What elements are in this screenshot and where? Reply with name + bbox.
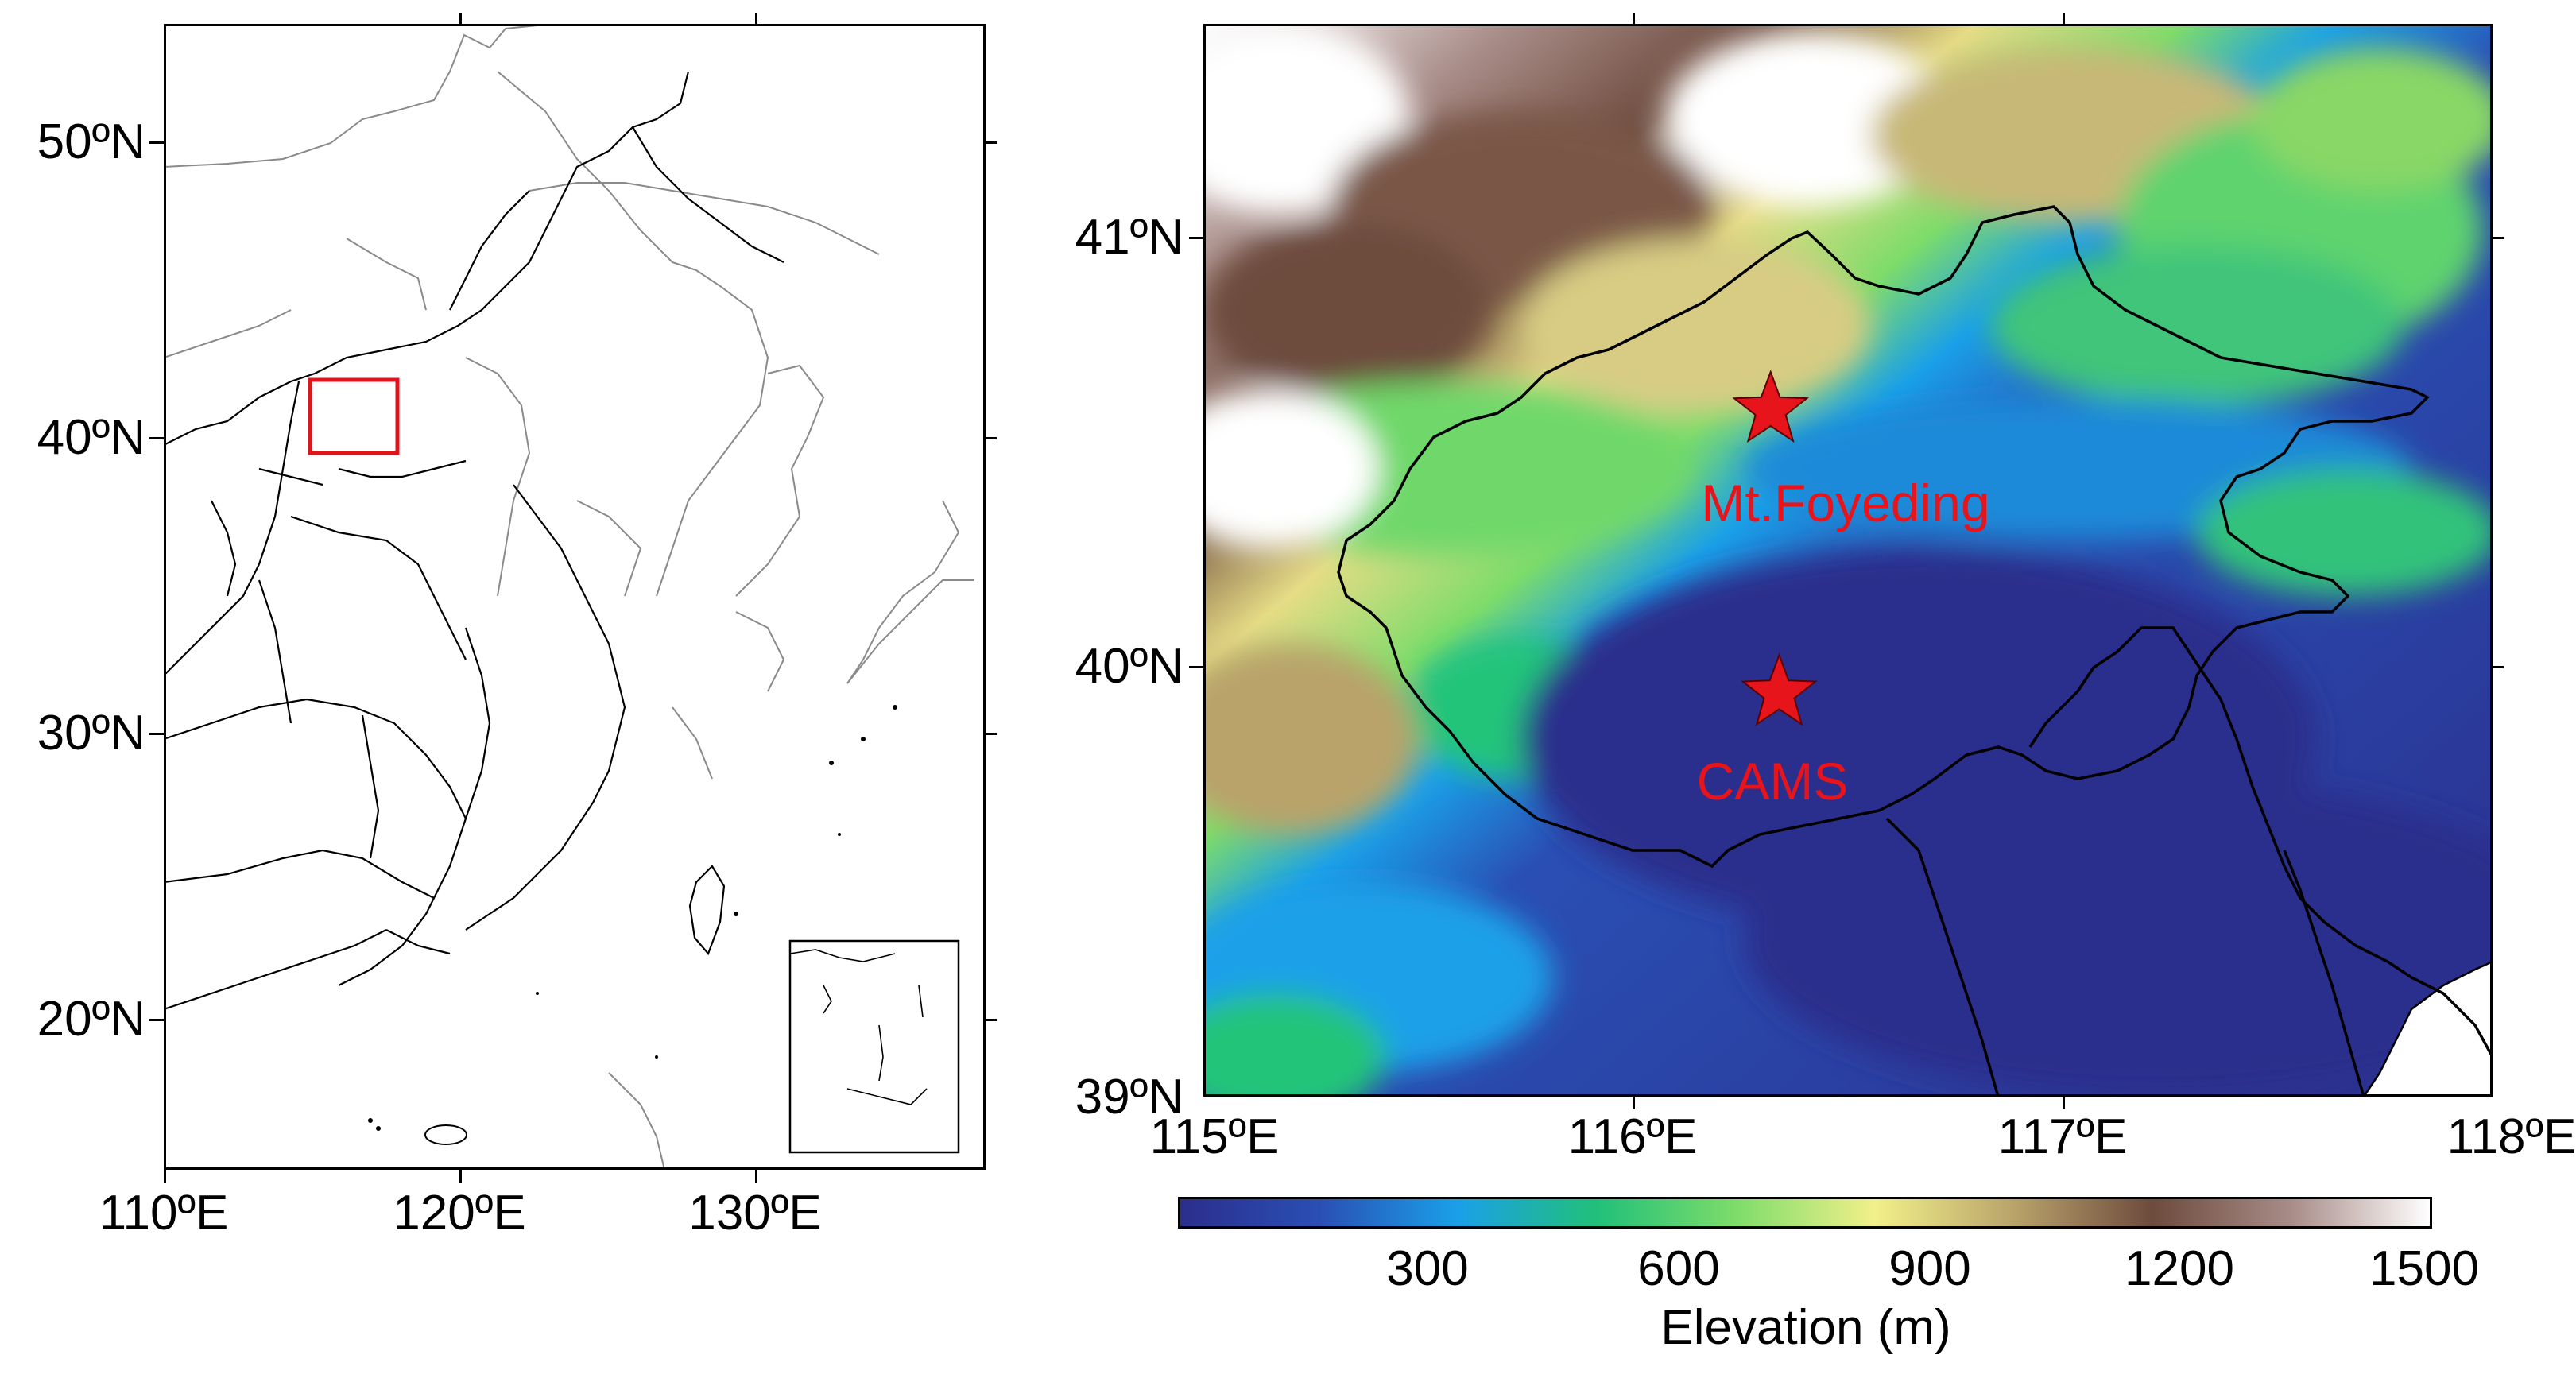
lon-tick [755,13,757,24]
colorbar-title: Elevation (m) [1660,1300,1951,1355]
beijing-boundary [1337,205,2430,869]
tianjin-boundary [2028,626,2493,1058]
lat-tick [986,437,997,439]
overview-map [164,24,986,1170]
lat-tick [2493,666,2504,668]
elevation-map-frame [1203,24,2493,1097]
south-china-sea-inset [788,939,960,1154]
colorbar-tick-1500: 1500 [2369,1241,2479,1296]
province-borders [164,71,784,1011]
site-label-mt-foyeding: Mt.Foyeding [1701,474,1990,532]
lon-tick [1633,1097,1635,1109]
coastline-lines [164,25,974,1170]
mt-foyeding-star-icon [1732,370,1810,443]
colorbar-tick-300: 300 [1386,1241,1469,1296]
taiwan-island [688,865,726,956]
lon-label-130e: 130ºE [688,1186,822,1241]
terrain-patches [1203,24,2493,1097]
inset-features [789,949,928,1105]
lon-label-115e: 115ºE [1149,1109,1280,1164]
lon-label-117e: 117ºE [1997,1109,2128,1164]
lon-tick [2063,1097,2065,1109]
lat-tick [1189,666,1203,668]
hebei-boundary-east [2283,850,2365,1097]
overview-map-frame [164,24,986,1170]
elevation-map [1203,24,2493,1097]
colorbar-gradient [1178,1197,2432,1229]
lon-label-116e: 116ºE [1567,1109,1698,1164]
colorbar [1178,1197,2432,1229]
hainan-island [424,1124,467,1145]
study-area-highlight [308,377,400,455]
colorbar-tick-1200: 1200 [2125,1241,2234,1296]
colorbar-tick-600: 600 [1637,1241,1720,1296]
elevation-map-panel [1189,13,2504,1109]
lon-tick [459,1170,462,1183]
lat-tick [149,1019,164,1021]
lon-tick [1633,13,1635,24]
lon-tick [755,1170,757,1183]
lat-tick [1189,237,1203,239]
bohai-sea-coast [2362,960,2493,1097]
lat-tick [149,437,164,439]
lon-label-110e: 110ºE [99,1186,229,1241]
hebei-boundary-south [1885,817,2000,1097]
colorbar-tick-900: 900 [1888,1241,1971,1296]
overview-map-panel [149,13,997,1183]
lon-label-118e: 118ºE [2446,1109,2576,1164]
lat-label-40n: 40ºN [37,410,145,465]
site-label-cams: CAMS [1696,752,1849,811]
lat-tick [986,733,997,735]
lon-tick [459,13,462,24]
lon-tick [164,1170,166,1183]
lat-tick [149,141,164,144]
lat-label-41n: 41ºN [1075,210,1183,265]
lon-tick [2063,13,2065,24]
lat-tick [2493,237,2504,239]
cams-star-icon [1741,652,1818,726]
lat-tick [986,141,997,144]
lat-label-20n: 20ºN [37,992,145,1047]
lat-tick [986,1019,997,1021]
lat-label-30n: 30ºN [37,706,145,761]
lat-label-50n: 50ºN [37,114,145,169]
lat-label-39n: 39ºN [1075,1070,1183,1124]
lon-label-120e: 120ºE [393,1186,526,1241]
small-islands [368,705,897,1131]
lat-label-40n-right: 40ºN [1075,639,1183,694]
lat-tick [149,733,164,735]
